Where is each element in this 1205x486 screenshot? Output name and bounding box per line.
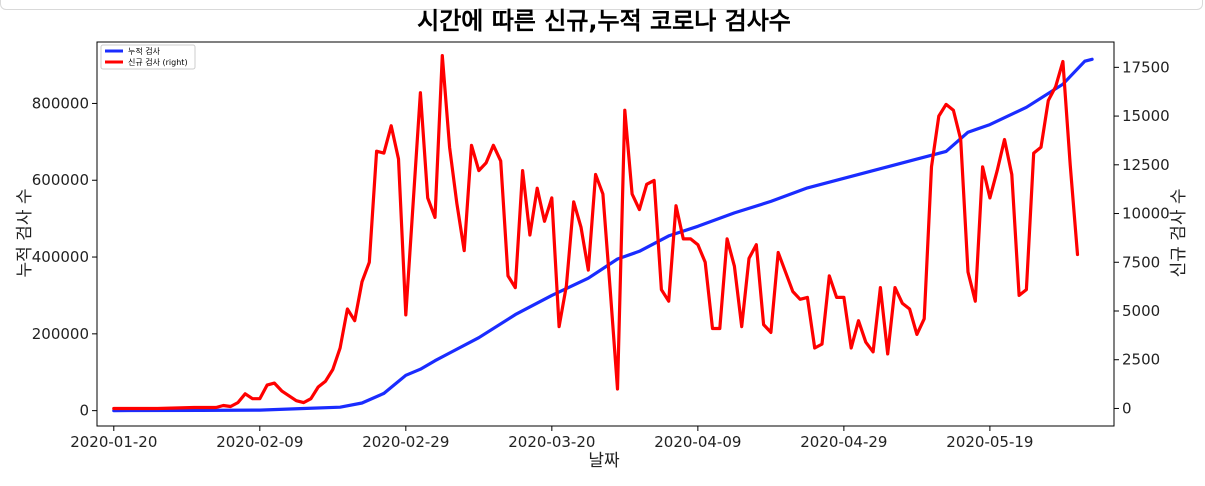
legend-label-1: 누적 검사 [128,46,161,56]
series-line-2 [112,53,1080,411]
y-axis-label: 누적 검사 수 [15,188,35,277]
x-tick-label: 2020-03-20 [508,433,595,451]
y2-axis-label: 신규 검사 수 [1169,188,1189,277]
series-line-1 [112,57,1094,413]
plot-frame [96,41,1115,427]
x-tick-label: 2020-04-09 [654,433,741,451]
y2-tick-label: 12500 [1122,156,1170,174]
y2-tick-label: 2500 [1122,351,1160,369]
y-tick-label: 200000 [32,325,89,343]
plot-area: 2020-01-20 2020-02-09 2020-02-29 2020-03-20… [32,41,1170,451]
x-tick-label: 2020-04-29 [800,433,887,451]
window-frame-top [0,0,1203,10]
x-tick-label: 2020-01-20 [70,433,157,451]
y2-tick-label: 10000 [1122,205,1170,223]
x-tick-label: 2020-05-19 [946,433,1033,451]
x-tick-label: 2020-02-29 [362,433,449,451]
y-tick-label: 600000 [32,171,89,189]
x-tick-label: 2020-02-09 [216,433,303,451]
y2-tick-label: 17500 [1122,58,1170,76]
y-tick-label: 400000 [32,248,89,266]
y2-tick-label: 15000 [1122,107,1170,125]
y2-tick-label: 5000 [1122,302,1160,320]
legend-label-2: 신규 검사 (right) [128,57,188,67]
y2-tick-label: 7500 [1122,253,1160,271]
y-tick-label: 800000 [32,94,89,112]
y-tick-label: 0 [79,402,89,420]
x-axis-label: 날짜 [588,451,620,471]
chart-title: 시간에 따른 신규,누적 코로나 검사수 [417,7,791,35]
legend-box [100,44,196,70]
y2-tick-label: 0 [1122,399,1132,417]
